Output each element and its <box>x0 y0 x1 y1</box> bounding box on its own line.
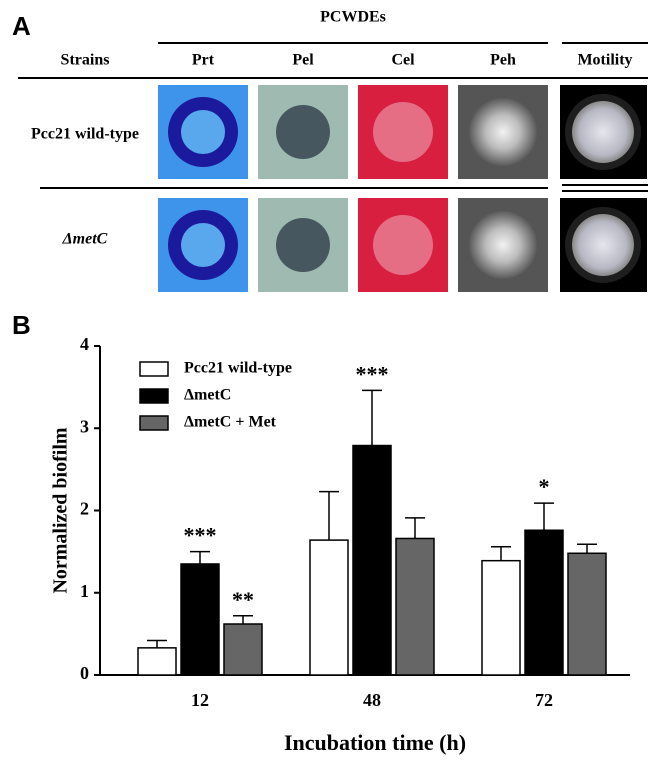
column-header: Prt <box>192 52 215 69</box>
row-label: ΔmetC <box>62 231 108 248</box>
significance: *** <box>356 361 389 386</box>
column-header: Peh <box>490 52 516 69</box>
pel-image <box>258 85 348 179</box>
y-tick-label: 4 <box>80 334 89 354</box>
y-tick-label: 0 <box>80 663 89 683</box>
x-tick-label: 72 <box>535 690 553 710</box>
motility-image <box>560 85 647 179</box>
column-header: Motility <box>577 52 632 69</box>
halo <box>469 211 537 279</box>
x-tick-label: 12 <box>191 690 209 710</box>
bar <box>223 623 263 676</box>
bar <box>524 529 564 676</box>
error-bar <box>147 639 167 648</box>
panel-label: B <box>12 310 31 340</box>
peh-image <box>458 198 548 292</box>
prt-image <box>158 198 248 292</box>
error-bar <box>405 517 425 539</box>
column-header: Cel <box>391 52 415 69</box>
legend-label: ΔmetC + Met <box>184 414 277 431</box>
panel-label: A <box>12 11 31 41</box>
group-header: PCWDEs <box>320 9 386 26</box>
error-bar <box>190 550 210 564</box>
error-bar <box>534 502 554 531</box>
x-axis-title: Incubation time (h) <box>284 730 466 755</box>
legend-label: Pcc21 wild-type <box>184 360 292 377</box>
bar <box>395 537 435 676</box>
bar <box>180 563 220 676</box>
bar <box>309 539 349 676</box>
bar <box>567 552 607 676</box>
row-label: Pcc21 wild-type <box>31 126 139 143</box>
error-bar <box>319 490 339 541</box>
legend-swatch <box>139 388 169 404</box>
cel-image <box>358 85 448 179</box>
significance: ** <box>232 587 254 612</box>
halo <box>469 98 537 166</box>
pel-image <box>258 198 348 292</box>
swarm <box>572 101 634 163</box>
legend-label: ΔmetC <box>184 387 231 404</box>
prt-image <box>158 85 248 179</box>
column-header: Strains <box>61 52 110 69</box>
motility-image <box>560 198 647 292</box>
y-tick-label: 1 <box>80 581 89 601</box>
halo <box>276 218 330 272</box>
halo <box>373 102 433 162</box>
legend-swatch <box>139 415 169 431</box>
error-bar <box>577 543 597 554</box>
error-bar <box>233 615 253 625</box>
y-tick-label: 2 <box>80 499 89 519</box>
x-tick-label: 48 <box>363 690 381 710</box>
y-axis-title: Normalized biofilm <box>50 427 72 593</box>
halo <box>276 105 330 159</box>
panel-a: A PCWDEs Strains Prt Pel Cel Peh Motilit… <box>12 9 648 292</box>
y-tick-label: 3 <box>80 416 89 436</box>
bar <box>352 444 392 676</box>
colony <box>181 110 225 154</box>
cel-image <box>358 198 448 292</box>
significance: *** <box>184 523 217 548</box>
peh-image <box>458 85 548 179</box>
assay-images <box>158 85 647 292</box>
legend-swatch <box>139 361 169 377</box>
bar <box>481 559 521 676</box>
error-bar <box>491 545 511 561</box>
swarm <box>572 214 634 276</box>
column-header: Pel <box>292 52 314 69</box>
error-bar <box>362 389 382 446</box>
significance: * <box>539 474 550 499</box>
colony <box>181 223 225 267</box>
halo <box>373 215 433 275</box>
bar <box>137 647 177 676</box>
